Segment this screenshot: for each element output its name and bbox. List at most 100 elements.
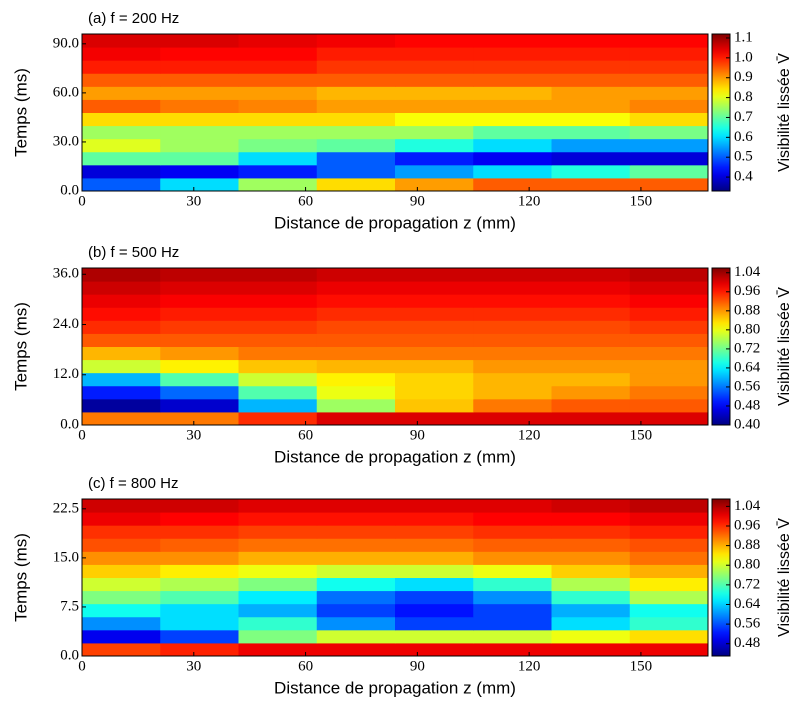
heatmap-cell (551, 99, 631, 113)
heatmap-cell (160, 151, 239, 166)
heatmap-cell (238, 268, 318, 282)
x-axis-label: Distance de propagation z (mm) (274, 447, 516, 466)
y-tick-label: 30.0 (53, 133, 79, 149)
heatmap-cell (395, 268, 474, 282)
heatmap-cell (238, 603, 318, 618)
heatmap-cell (629, 564, 709, 578)
colorbar-tick-label: 0.88 (734, 537, 760, 553)
y-tick-label: 60.0 (53, 84, 79, 100)
heatmap-cell (160, 616, 239, 631)
heatmap-cell (473, 164, 552, 179)
heatmap-cell (473, 60, 552, 74)
heatmap-cell (551, 551, 631, 565)
heatmap-cell (160, 99, 239, 113)
heatmap-cell (629, 281, 709, 295)
heatmap-cell (82, 590, 161, 605)
heatmap-cell (395, 590, 474, 605)
heatmap-cell (551, 642, 631, 657)
heatmap-cell (395, 538, 474, 552)
heatmap-cell (395, 499, 474, 513)
heatmap-cell (395, 346, 474, 361)
heatmap-cell (395, 411, 474, 426)
heatmap-cell (316, 603, 396, 618)
heatmap-cell (551, 112, 631, 127)
heatmap-cell (629, 47, 709, 61)
heatmap-cell (629, 499, 709, 513)
heatmap-cell (160, 112, 239, 127)
heatmap-cell (316, 385, 396, 400)
x-tick-label: 60 (298, 427, 313, 443)
heatmap-cell (473, 642, 552, 657)
heatmap-cell (395, 629, 474, 644)
heatmap-cell (629, 525, 709, 539)
heatmap-cell (316, 138, 396, 153)
y-tick-label: 0.0 (60, 647, 79, 663)
heatmap-cell (316, 268, 396, 282)
heatmap-cell (238, 177, 318, 192)
heatmap-cell (629, 346, 709, 361)
heatmap-cell (551, 177, 631, 192)
heatmap-cell (316, 398, 396, 413)
heatmap-cell (82, 359, 161, 374)
heatmap-cell (160, 125, 239, 140)
heatmap-cell (238, 411, 318, 426)
heatmap-cell (551, 268, 631, 282)
heatmap-cell (395, 164, 474, 179)
heatmap-cell (551, 577, 631, 592)
heatmap-cell (316, 590, 396, 605)
heatmap-cell (473, 47, 552, 61)
heatmap-cell (395, 60, 474, 74)
heatmap-cell (473, 359, 552, 374)
heatmap-cell (316, 60, 396, 74)
heatmap-cell (316, 616, 396, 631)
heatmap-cell (395, 564, 474, 578)
heatmap-cell (395, 551, 474, 565)
panel-title: (a) f = 200 Hz (88, 10, 179, 27)
heatmap-cell (238, 47, 318, 61)
heatmap-cell (473, 138, 552, 153)
heatmap-cell (473, 320, 552, 334)
colorbar-tick-label: 0.5 (734, 149, 753, 165)
heatmap-cell (395, 34, 474, 48)
heatmap-cell (316, 499, 396, 513)
heatmap-cell (395, 616, 474, 631)
heatmap-cell (238, 359, 318, 374)
heatmap-cell (316, 372, 396, 387)
heatmap-cell (473, 372, 552, 387)
colorbar-tick-label: 0.88 (734, 302, 760, 318)
heatmap-cell (160, 385, 239, 400)
heatmap-cell (160, 346, 239, 361)
heatmap-cell (160, 47, 239, 61)
x-tick-label: 120 (518, 193, 541, 209)
colorbar-tick-label: 1.04 (734, 498, 761, 514)
panel-title: (b) f = 500 Hz (88, 244, 179, 261)
heatmap-cell (629, 616, 709, 631)
heatmap-cell (629, 551, 709, 565)
heatmap-cell (629, 151, 709, 166)
heatmap-cell (238, 512, 318, 526)
heatmap-cell (551, 538, 631, 552)
heatmap-cell (238, 538, 318, 552)
heatmap-cell (629, 603, 709, 618)
heatmap-cell (160, 499, 239, 513)
heatmap-cell (316, 551, 396, 565)
heatmap-cell (160, 281, 239, 295)
heatmap-cell (629, 60, 709, 74)
heatmap-cell (238, 112, 318, 127)
y-axis-label: Temps (ms) (11, 68, 30, 157)
colorbar-tick-label: 0.80 (734, 557, 760, 573)
heatmap-cell (160, 590, 239, 605)
heatmap-cell (551, 294, 631, 308)
heatmap-cell (629, 411, 709, 426)
heatmap-cell (238, 34, 318, 48)
x-tick-label: 30 (186, 193, 201, 209)
heatmap-cell (473, 411, 552, 426)
heatmap-cell (238, 372, 318, 387)
heatmap-cell (82, 320, 161, 334)
colorbar-label: Visibilité lissée V̄ (776, 287, 793, 406)
heatmap-cell (238, 138, 318, 153)
heatmap-cell (629, 385, 709, 400)
heatmap-cell (395, 73, 474, 87)
heatmap-cell (160, 551, 239, 565)
y-tick-label: 15.0 (53, 549, 79, 565)
